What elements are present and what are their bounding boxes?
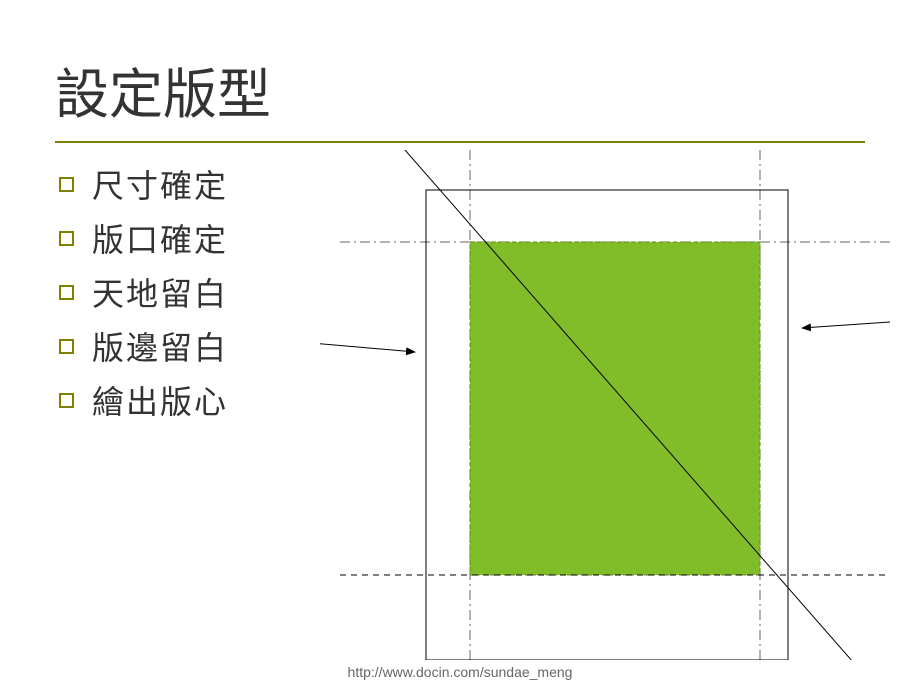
bullet-label: 版邊留白 — [92, 323, 228, 369]
bullet-label: 尺寸確定 — [92, 161, 228, 207]
bullet-label: 版口確定 — [92, 215, 228, 261]
footer-url: http://www.docin.com/sundae_meng — [0, 664, 920, 680]
square-bullet-icon — [59, 231, 74, 246]
title-underline — [55, 141, 865, 143]
list-item: 天地留白 — [59, 269, 228, 315]
square-bullet-icon — [59, 339, 74, 354]
square-bullet-icon — [59, 177, 74, 192]
bullet-list: 尺寸確定 版口確定 天地留白 版邊留白 繪出版心 — [55, 161, 228, 431]
list-item: 版口確定 — [59, 215, 228, 261]
list-item: 尺寸確定 — [59, 161, 228, 207]
square-bullet-icon — [59, 285, 74, 300]
bullet-label: 天地留白 — [92, 269, 228, 315]
page-title: 設定版型 — [55, 50, 865, 129]
bullet-label: 繪出版心 — [92, 377, 228, 423]
list-item: 繪出版心 — [59, 377, 228, 423]
layout-diagram — [320, 150, 920, 660]
list-item: 版邊留白 — [59, 323, 228, 369]
square-bullet-icon — [59, 393, 74, 408]
slide: 設定版型 尺寸確定 版口確定 天地留白 版邊留白 繪出版心 — [0, 0, 920, 690]
